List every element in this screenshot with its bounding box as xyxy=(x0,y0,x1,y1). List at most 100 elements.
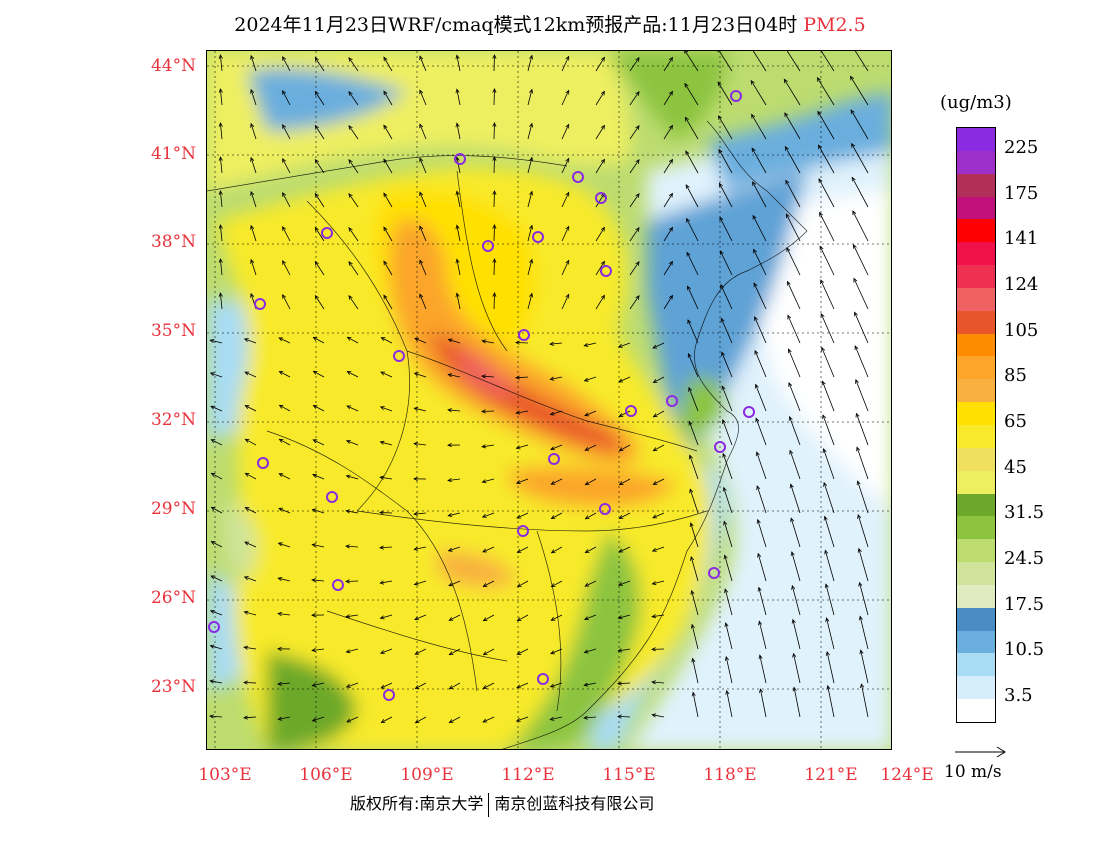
wind-arrow-head xyxy=(379,440,385,445)
wind-arrow xyxy=(685,117,699,140)
wind-arrow xyxy=(220,89,223,106)
wind-arrow xyxy=(629,91,640,106)
wind-arrow-head xyxy=(515,410,521,415)
wind-arrow xyxy=(345,545,359,548)
wind-arrow-head xyxy=(380,684,386,689)
wind-arrow-head xyxy=(652,413,658,418)
wind-arrow-head xyxy=(583,682,589,687)
wind-arrow-head xyxy=(210,541,216,545)
wind-arrow-head xyxy=(413,546,419,551)
wind-arrow-head xyxy=(383,294,388,300)
wind-arrow-head xyxy=(718,148,723,154)
wind-arrow xyxy=(380,476,393,480)
wind-arrow xyxy=(618,546,631,553)
wind-arrow-head xyxy=(210,575,216,580)
wind-arrow-head xyxy=(447,512,453,517)
wind-arrow-head xyxy=(819,211,823,217)
wind-arrow xyxy=(282,90,291,106)
wind-arrow xyxy=(722,453,733,480)
wind-arrow-head xyxy=(787,348,792,354)
wind-arrow-head xyxy=(529,258,534,264)
wind-arrow xyxy=(245,472,257,480)
wind-arrow-head xyxy=(311,613,316,618)
wind-arrow xyxy=(482,716,495,723)
wind-arrow-head xyxy=(757,552,762,558)
wind-arrow xyxy=(759,655,767,684)
wind-arrow-head xyxy=(413,441,419,446)
wind-arrow xyxy=(755,384,767,412)
wind-arrow xyxy=(724,555,733,582)
wind-arrow xyxy=(383,56,393,72)
wind-arrow xyxy=(720,284,733,310)
wind-arrow xyxy=(493,258,495,276)
wind-arrow-head xyxy=(854,345,859,351)
wind-arrow xyxy=(819,212,835,242)
wind-arrow xyxy=(753,249,767,276)
map-graphic xyxy=(207,51,891,749)
wind-arrow xyxy=(449,648,461,656)
wind-arrow-head xyxy=(492,224,497,229)
wind-arrow-head xyxy=(790,517,795,523)
wind-arrow-head xyxy=(687,285,691,291)
wind-arrow xyxy=(785,213,801,242)
wind-arrow-head xyxy=(717,81,722,87)
wind-arrow xyxy=(784,112,801,140)
wind-arrow-head xyxy=(482,651,488,656)
wind-arrow xyxy=(419,124,427,140)
wind-arrow-head xyxy=(856,446,861,452)
wind-arrow-head xyxy=(346,336,352,341)
wind-arrow xyxy=(686,252,699,276)
wind-arrow xyxy=(527,157,533,174)
wind-arrow-head xyxy=(618,515,624,519)
wind-arrow-head xyxy=(492,190,497,195)
wind-arrow-head xyxy=(250,122,255,128)
wind-arrow xyxy=(685,184,699,208)
wind-arrow-head xyxy=(752,214,757,220)
wind-arrow xyxy=(279,404,291,412)
wind-arrow-head xyxy=(668,124,674,130)
wind-arrow xyxy=(629,261,640,276)
wind-arrow-head xyxy=(617,648,623,653)
wind-arrow-head xyxy=(684,51,689,54)
wind-arrow-head xyxy=(455,88,460,94)
wind-arrow-head xyxy=(550,549,556,554)
wind-arrow-head xyxy=(600,294,605,300)
wind-arrow-head xyxy=(853,243,857,249)
wind-arrow xyxy=(527,225,533,242)
wind-arrow-head xyxy=(790,551,795,556)
wind-arrow xyxy=(516,478,529,484)
wind-arrow-head xyxy=(723,520,728,526)
wind-arrow-head xyxy=(419,55,424,61)
wind-arrow-head xyxy=(314,158,319,164)
wind-arrow-head xyxy=(668,158,674,164)
wind-arrow xyxy=(516,444,529,449)
wind-arrow-head xyxy=(550,583,556,588)
wind-arrow xyxy=(211,541,223,548)
wind-arrow-head xyxy=(209,339,215,344)
wind-arrow xyxy=(383,124,393,140)
wind-arrow-head xyxy=(852,210,857,216)
wind-arrow-head xyxy=(824,583,829,589)
wind-arrow xyxy=(753,283,767,310)
wind-arrow-head xyxy=(414,719,420,724)
wind-arrow-head xyxy=(584,481,590,486)
wind-arrow-head xyxy=(635,193,640,198)
wind-reference-arrow-icon xyxy=(955,746,1006,758)
wind-arrow-head xyxy=(448,582,454,587)
wind-arrow-head xyxy=(383,158,388,164)
wind-arrow-head xyxy=(754,383,759,389)
wind-arrow-head xyxy=(755,417,760,423)
lon-label: 124°E xyxy=(880,765,934,785)
wind-arrow-head xyxy=(584,446,590,451)
wind-arrow-head xyxy=(583,715,588,720)
wind-arrow-head xyxy=(826,684,831,690)
wind-arrow xyxy=(721,352,733,378)
wind-arrow-head xyxy=(277,577,283,582)
wind-arrow-head xyxy=(311,682,317,687)
wind-arrow-head xyxy=(550,480,556,485)
wind-arrow xyxy=(493,224,495,242)
wind-arrow-head xyxy=(652,379,658,383)
wind-arrow-head xyxy=(244,472,250,477)
wind-arrow-head xyxy=(278,404,284,409)
wind-arrow-head xyxy=(244,371,250,376)
